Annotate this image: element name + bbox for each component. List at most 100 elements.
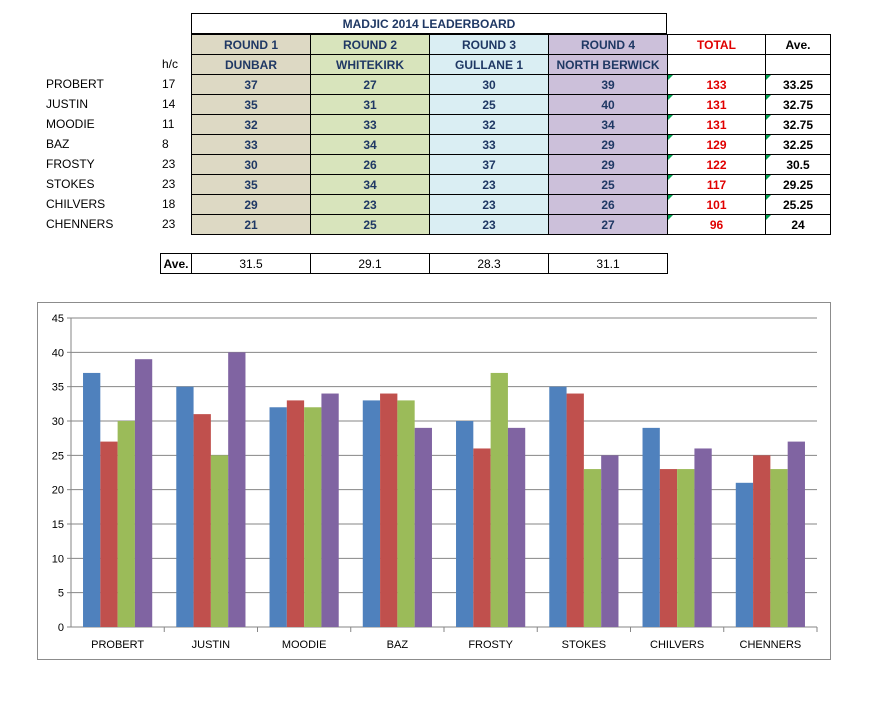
player-average: 24 [765,214,831,235]
player-total: 96 [667,214,766,235]
player-round-score: 35 [191,94,311,115]
player-handicap: 18 [162,197,176,211]
player-handicap: 8 [162,137,169,151]
player-name: BAZ [46,137,70,151]
round-average-value: 29.1 [310,253,430,274]
round-header-2: ROUND 2 [310,34,430,55]
y-tick-label: 5 [58,588,64,600]
player-round-score: 27 [548,214,668,235]
player-round-score: 30 [191,154,311,175]
player-round-score: 23 [429,194,549,215]
leaderboard-title: MADJIC 2014 LEADERBOARD [191,13,667,34]
player-round-score: 34 [310,134,430,155]
y-tick-label: 45 [52,313,64,325]
player-round-score: 25 [310,214,430,235]
player-total: 129 [667,134,766,155]
bar [414,427,432,627]
player-round-score: 29 [548,154,668,175]
bar [362,400,381,627]
round-header-1: ROUND 1 [191,34,311,55]
average-header: Ave. [765,34,831,55]
player-average: 29.25 [765,174,831,195]
player-round-score: 27 [310,74,430,95]
player-name: MOODIE [46,117,95,131]
bar [601,455,619,627]
leaderboard-table: MADJIC 2014 LEADERBOARD ROUND 1 DUNBAR ROUN… [0,0,876,274]
bar [83,372,101,627]
player-average: 33.25 [765,74,831,95]
player-round-score: 33 [310,114,430,135]
bar [677,469,695,627]
player-handicap: 11 [162,117,175,131]
player-round-score: 30 [429,74,549,95]
player-round-score: 33 [429,134,549,155]
player-round-score: 29 [191,194,311,215]
scores-bar-chart: 0 5 10 15 20 25 30 35 40 45 PROBERT JUSTIN MOODIE BAZ… [37,302,831,660]
chart-canvas: 0 5 10 15 20 25 30 35 40 45 PROBERT JUSTIN MOODIE BAZ… [52,313,818,651]
player-round-score: 23 [429,214,549,235]
x-category-label: CHILVERS [650,639,704,651]
player-total: 117 [667,174,766,195]
player-round-score: 31 [310,94,430,115]
round-average-value: 28.3 [429,253,549,274]
player-round-score: 32 [429,114,549,135]
x-category-label: PROBERT [91,639,144,651]
round-course-1: DUNBAR [191,54,311,75]
player-average: 32.25 [765,134,831,155]
bar [787,441,805,627]
average-subheader [765,54,831,75]
player-name: PROBERT [46,77,104,91]
round-average-value: 31.1 [548,253,668,274]
player-name: FROSTY [46,157,95,171]
bar [176,386,194,627]
round-course-2: WHITEKIRK [310,54,430,75]
y-tick-label: 30 [52,416,64,428]
player-round-score: 23 [310,194,430,215]
player-round-score: 34 [310,174,430,195]
player-name: CHILVERS [46,197,106,211]
bar [397,400,415,627]
player-round-score: 25 [429,94,549,115]
bar [753,455,771,627]
player-total: 131 [667,114,766,135]
bar [380,393,398,627]
player-handicap: 14 [162,97,176,111]
player-average: 32.75 [765,94,831,115]
x-category-label: FROSTY [468,639,513,651]
bar [549,386,567,627]
bar [100,441,118,627]
y-tick-label: 35 [52,382,64,394]
player-round-score: 39 [548,74,668,95]
bar [304,407,322,627]
bar [642,427,660,627]
y-tick-label: 25 [52,450,64,462]
player-average: 25.25 [765,194,831,215]
player-average: 30.5 [765,154,831,175]
total-header: TOTAL [667,34,766,55]
y-tick-label: 10 [52,553,64,565]
player-round-score: 35 [191,174,311,195]
bar [269,407,287,627]
player-average: 32.75 [765,114,831,135]
player-round-score: 23 [429,174,549,195]
bar [583,469,602,627]
player-name: STOKES [46,177,95,191]
bar [770,469,788,627]
player-round-score: 25 [548,174,668,195]
bar [228,352,246,627]
round-course-4: NORTH BERWICK [548,54,668,75]
player-round-score: 26 [310,154,430,175]
x-category-label: JUSTIN [192,639,231,651]
bar [507,427,526,627]
x-category-label: STOKES [562,639,606,651]
y-tick-label: 0 [58,622,64,634]
player-total: 131 [667,94,766,115]
player-round-score: 26 [548,194,668,215]
bar [286,400,305,627]
y-tick-label: 40 [52,347,64,359]
round-header-4: ROUND 4 [548,34,668,55]
player-total: 122 [667,154,766,175]
y-tick-label: 20 [52,485,64,497]
total-subheader [667,54,766,75]
bar [473,448,491,627]
